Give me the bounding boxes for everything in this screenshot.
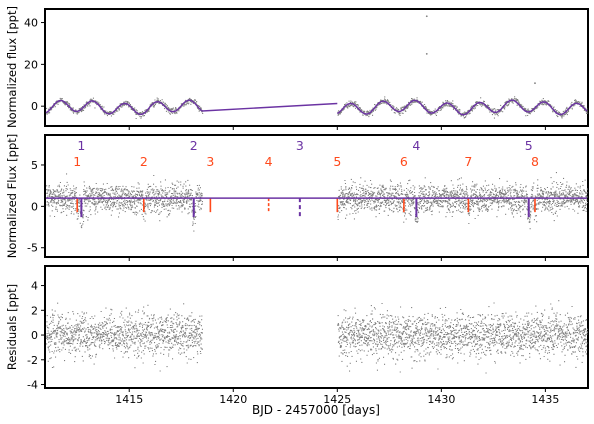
orange-transit-label: 4	[265, 154, 273, 169]
y-tick-label: 0	[31, 200, 38, 213]
middle-panel-points	[46, 172, 588, 232]
y-axis-bottom: -4 -2 0 2 4	[27, 280, 45, 392]
y-tick-label: 0	[31, 329, 38, 342]
x-tick-label: 1430	[427, 393, 455, 406]
x-tick-label: 1415	[115, 393, 143, 406]
orange-transit-label: 3	[206, 154, 214, 169]
top-panel-model-line	[45, 99, 588, 116]
orange-transit-label: 8	[531, 154, 539, 169]
middle-panel-frame	[44, 134, 589, 258]
x-tick-label: 1420	[219, 393, 247, 406]
residual-points	[46, 300, 588, 374]
purple-transit-label: 4	[412, 138, 420, 153]
top-outlier-point	[425, 53, 428, 55]
top-outlier-point	[534, 82, 536, 85]
purple-transit-label: 1	[77, 138, 85, 153]
orange-transit-label: 2	[140, 154, 148, 169]
top-panel-frame	[44, 8, 589, 127]
y-tick-label: 4	[31, 280, 38, 293]
orange-transit-label: 6	[400, 154, 408, 169]
orange-transit-label: 5	[333, 154, 341, 169]
x-axis-label: BJD - 2457000 [days]	[252, 403, 380, 417]
orange-transit-label: 7	[464, 154, 472, 169]
y-tick-label: 5	[31, 159, 38, 172]
top-panel-ylabel: Normalized flux [ppt]	[5, 6, 19, 128]
top-flux-points	[46, 96, 589, 120]
bottom-panel-frame	[44, 265, 589, 389]
middle-panel-transit-markers	[76, 198, 536, 218]
bottom-panel-ylabel: Residuals [ppt]	[5, 284, 19, 370]
purple-transit-label: 2	[190, 138, 198, 153]
middle-panel-ylabel: Normalized Flux [ppt]	[5, 134, 19, 259]
y-axis-top: 0 20 40	[24, 17, 45, 113]
y-tick-label: 0	[31, 100, 38, 113]
middle-flux-points	[46, 172, 588, 232]
y-tick-label: -2	[27, 354, 38, 367]
y-axis-middle: -5 0 5	[27, 159, 45, 255]
purple-transit-label: 3	[296, 138, 304, 153]
top-outlier-point	[425, 15, 428, 18]
x-tick-label: 1425	[323, 393, 351, 406]
y-tick-label: -5	[27, 242, 38, 255]
orange-transit-label: 1	[73, 154, 81, 169]
purple-transit-label: 5	[525, 138, 533, 153]
x-tick-label: 1435	[531, 393, 559, 406]
y-tick-label: 20	[24, 58, 38, 71]
y-tick-label: -4	[27, 379, 38, 392]
bottom-panel-points	[46, 300, 588, 374]
y-tick-label: 2	[31, 304, 38, 317]
top-model-line	[45, 99, 588, 116]
y-tick-label: 40	[24, 17, 38, 30]
middle-panel-transit-labels: 1 2 3 4 51 2 3 4 5 6 7 8	[73, 138, 539, 169]
x-axis: 1415 1420 1425 1430 1435	[115, 126, 559, 406]
